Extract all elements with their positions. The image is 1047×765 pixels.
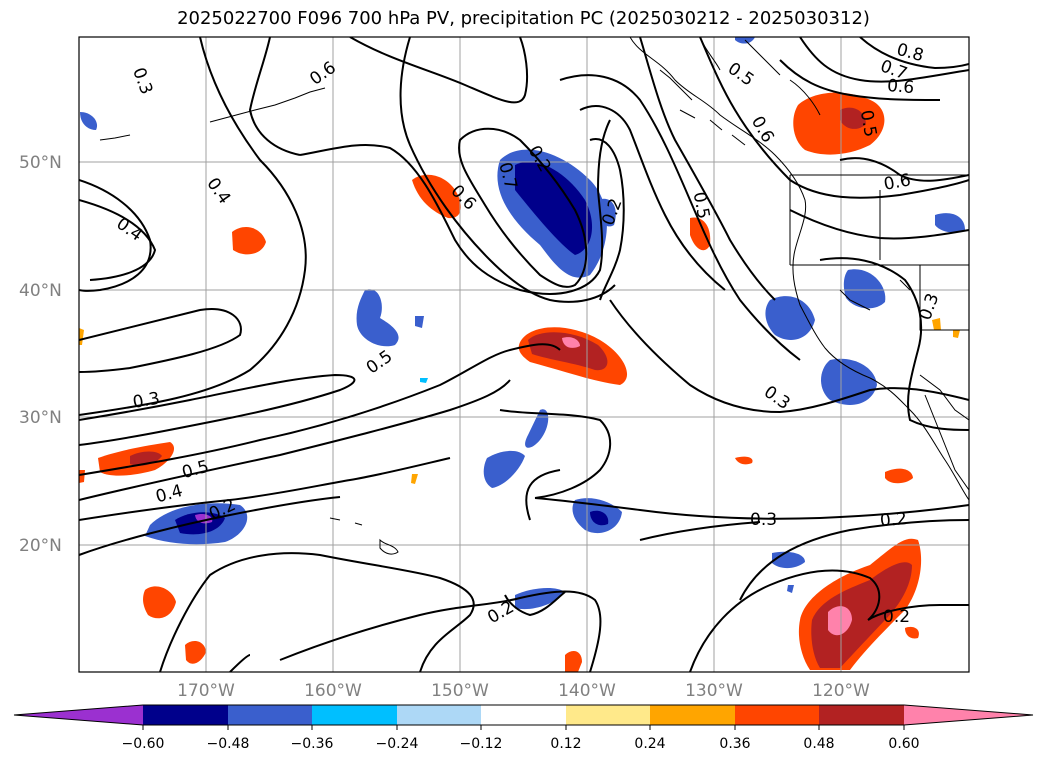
colorbar: −0.60 −0.48 −0.36 −0.24 −0.12 0.12 0.24 … [13,704,1034,752]
contour-label: 0.6 [886,76,915,98]
precip-blob [843,269,886,309]
contour-label: 0.2 [883,607,910,627]
colorbar-tick-label: 0.24 [634,736,665,752]
contour-label: 0.2 [484,597,517,628]
precip-blob [79,328,84,345]
colorbar-tick-label: −0.60 [122,736,165,752]
contour-label: 0.6 [306,58,340,90]
precip-blob [515,161,593,255]
precip-blob [80,112,98,130]
precip-blob [690,217,711,251]
colorbar-tick-label: 0.60 [888,736,919,752]
precip-blob [885,468,913,484]
colorbar-tick-label: −0.48 [207,736,250,752]
colorbar-segment [904,705,1033,725]
contour-label: 0.4 [202,174,234,208]
contour-label: 0.6 [747,113,778,146]
precip-blob [935,213,965,233]
colorbar-segment [650,705,735,725]
contour-label: 0.5 [363,346,397,378]
precip-blob [811,562,912,668]
contour-label: 0.4 [154,481,185,507]
colorbar-segment [228,705,312,725]
precip-blob [412,174,461,219]
precip-blob [953,330,960,338]
colorbar-tick-label: 0.48 [803,736,834,752]
lon-label: 150°W [431,681,489,701]
lat-label: 20°N [19,536,62,556]
precip-blob [79,470,85,483]
colorbar-tick-label: 0.12 [550,736,581,752]
precip-blob [525,409,549,448]
precip-blob [356,289,399,347]
precip-blob [483,450,525,488]
contour-label: 0.3 [750,510,777,530]
colorbar-segment [566,705,650,725]
colorbar-segment [735,705,819,725]
lat-label: 40°N [19,281,62,301]
precip-blob [821,358,877,405]
precip-blob [735,456,753,465]
precip-blob [932,318,941,330]
precipitation-shading [79,37,965,672]
lon-label: 130°W [685,681,743,701]
lat-label: 30°N [19,408,62,428]
map-title: 2025022700 F096 700 hPa PV, precipitatio… [177,8,870,29]
contour-label: 0.3 [131,389,161,413]
colorbar-segment [819,705,904,725]
precip-blob [828,606,852,636]
precip-blob [765,296,815,340]
contour-label: 0.6 [882,170,912,194]
colorbar-segment [312,705,397,725]
colorbar-tick-label: −0.24 [376,736,419,752]
lon-label: 170°W [177,681,235,701]
colorbar-tick-label: −0.36 [291,736,334,752]
colorbar-segment [143,705,228,725]
precip-blob [528,332,608,371]
precip-blob [772,551,805,569]
lat-label: 50°N [19,153,62,173]
precip-blob [411,474,418,484]
colorbar-segment [14,705,143,725]
coastlines [99,37,969,555]
precip-blob [840,107,866,129]
precip-blob [597,198,616,227]
contour-label: 0.5 [689,190,713,220]
precip-blob [590,510,609,526]
contour-label: 0.5 [856,109,880,139]
precip-blob [562,337,580,348]
colorbar-tick-label: −0.12 [460,736,503,752]
precip-blob [565,650,582,672]
latitude-labels: 50°N 40°N 30°N 20°N [19,153,62,556]
contour-label: 0.3 [128,65,156,97]
colorbar-segment [397,705,481,725]
precip-blob [515,588,565,610]
contour-label: 0.5 [724,59,758,91]
contour-label: 0.3 [760,382,794,414]
precip-blob [185,640,206,664]
lon-label: 120°W [812,681,870,701]
precip-blob [420,378,428,383]
precip-blob [232,227,266,255]
precip-blob [905,626,919,639]
precip-blob [415,316,424,328]
precip-blob [143,586,176,619]
lon-label: 140°W [558,681,616,701]
colorbar-tick-label: 0.36 [719,736,750,752]
lon-label: 160°W [304,681,362,701]
longitude-labels: 170°W 160°W 150°W 140°W 130°W 120°W [177,681,870,701]
contour-label: 0.4 [112,214,146,246]
precip-blob [787,585,794,593]
colorbar-segment [481,705,566,725]
pv-contours [79,37,969,672]
contour-label: 0.2 [879,509,908,531]
map-frame [78,36,970,673]
